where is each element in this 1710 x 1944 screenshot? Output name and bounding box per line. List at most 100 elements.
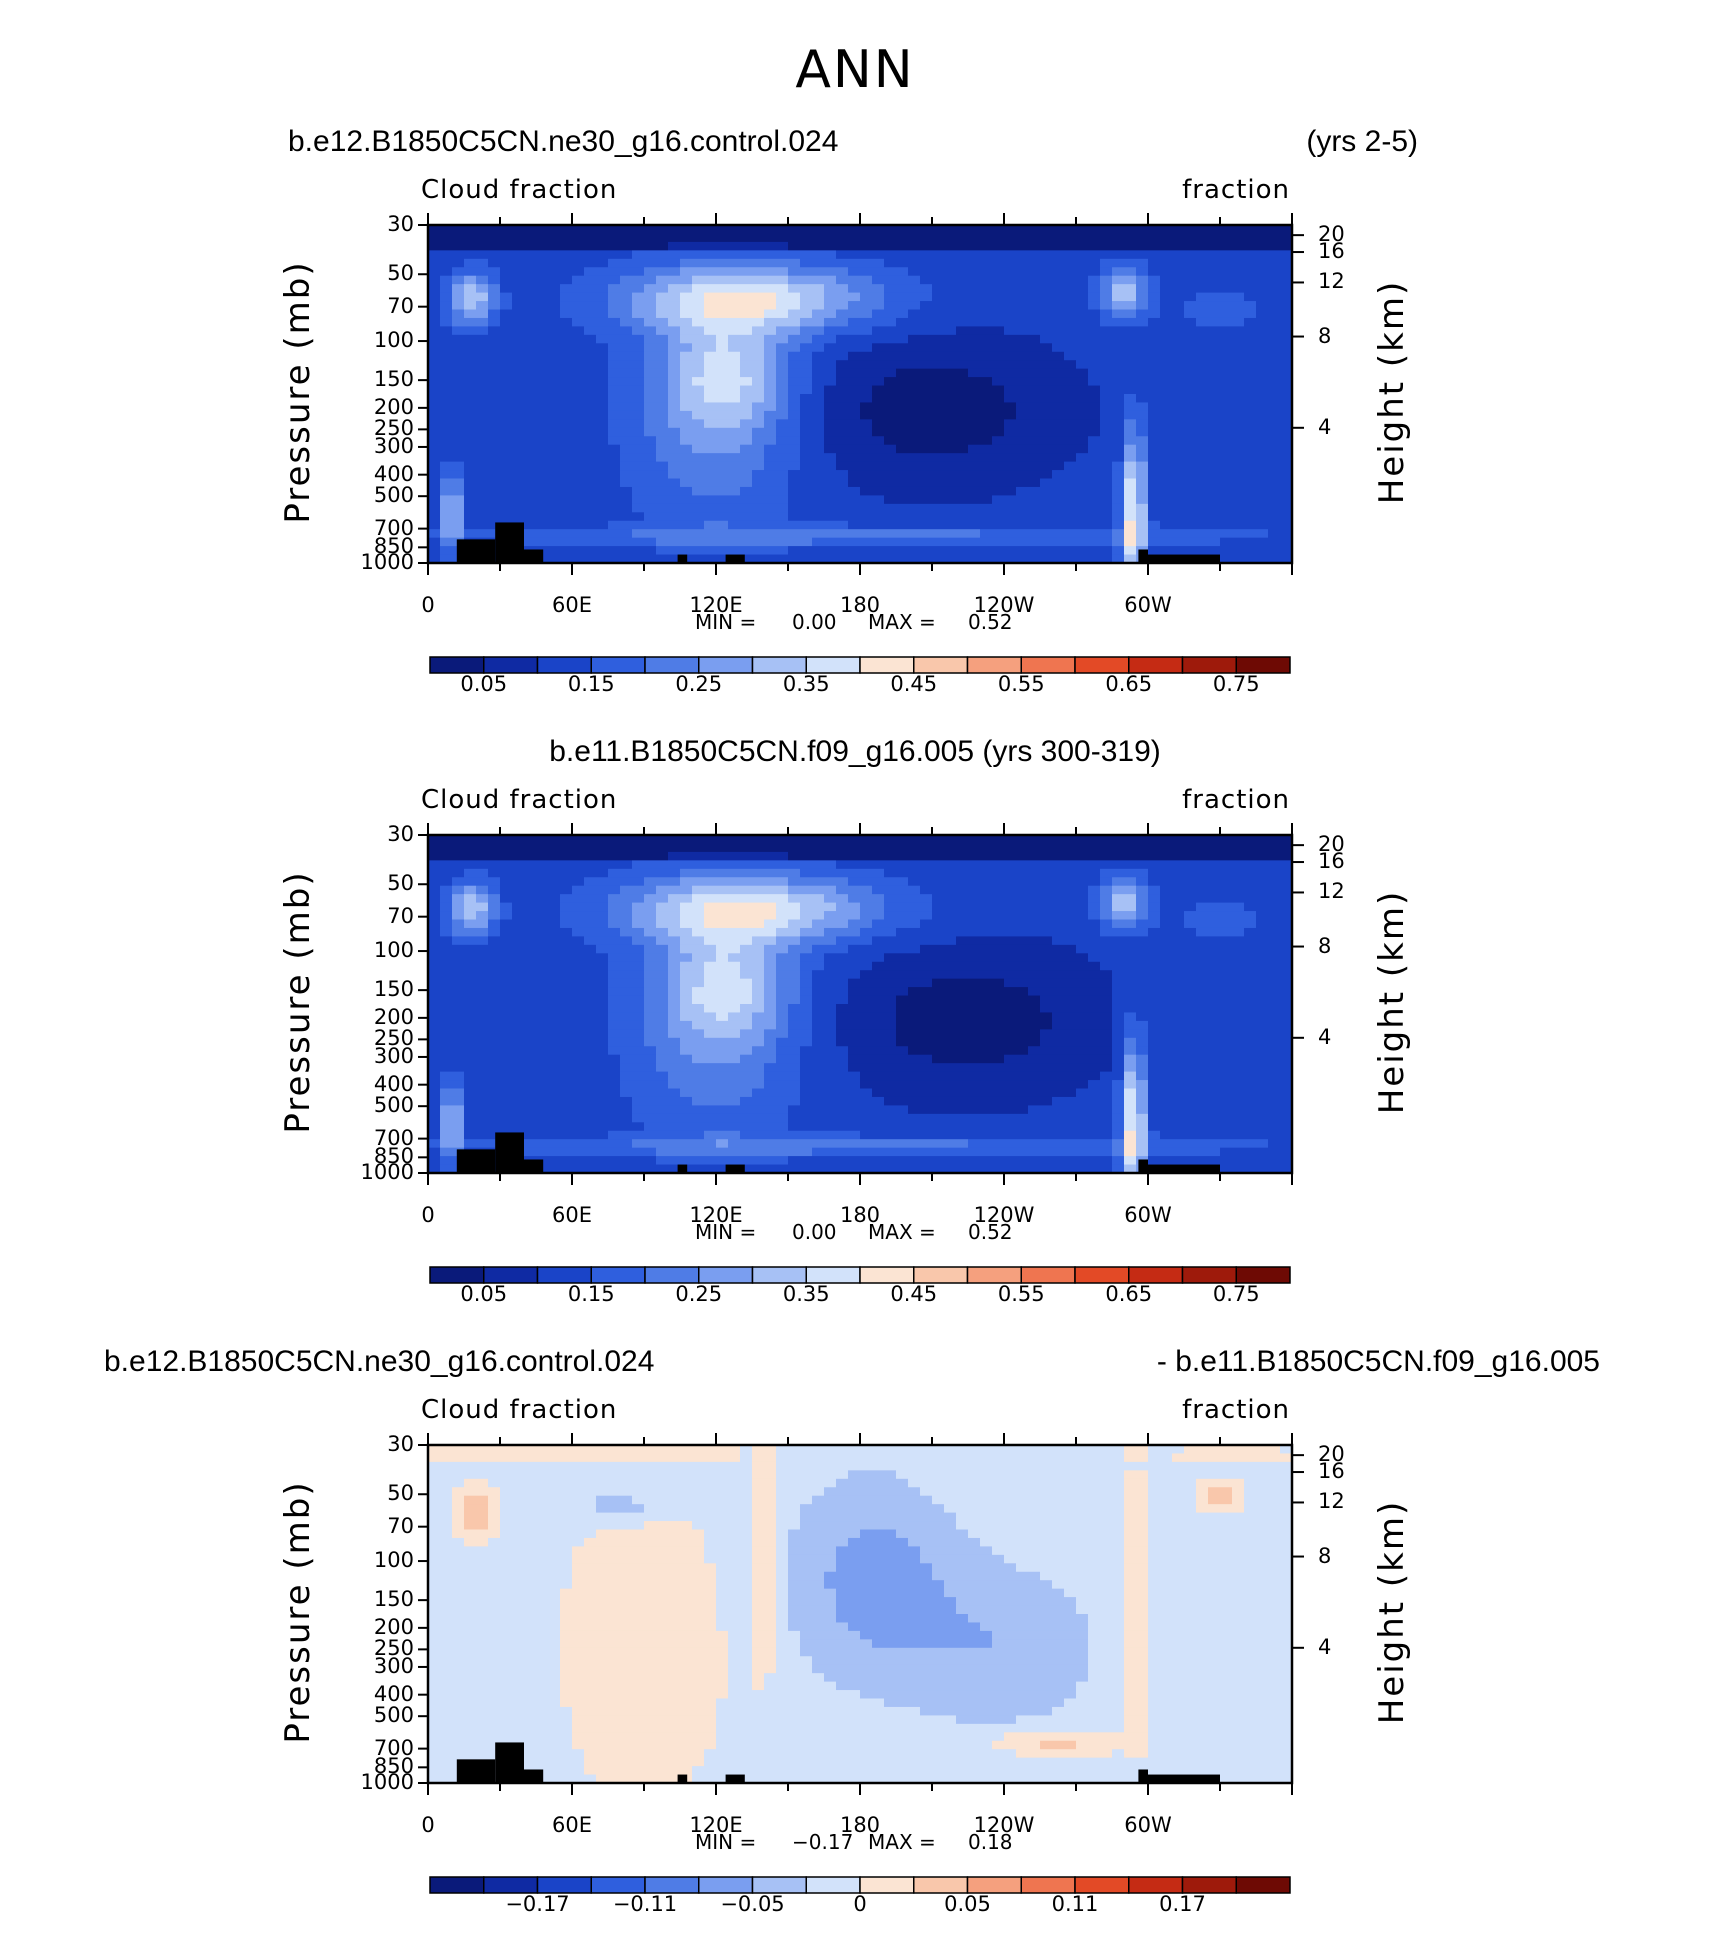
- heatmap-cell: [440, 301, 453, 311]
- heatmap-cell: [740, 334, 753, 344]
- heatmap-cell: [824, 1029, 837, 1039]
- heatmap-cell: [584, 377, 597, 387]
- heatmap-cell: [668, 894, 681, 904]
- heatmap-cell: [956, 351, 969, 361]
- heatmap-cell: [764, 1063, 777, 1073]
- heatmap-cell: [980, 267, 993, 277]
- heatmap-cell: [692, 258, 705, 268]
- heatmap-cell: [440, 529, 453, 539]
- heatmap-cell: [836, 292, 849, 302]
- heatmap-cell: [1016, 267, 1029, 277]
- heatmap-cell: [1172, 503, 1185, 513]
- heatmap-cell: [548, 520, 561, 530]
- heatmap-cell: [896, 258, 909, 268]
- heatmap-cell: [908, 1029, 921, 1039]
- heatmap-cell: [548, 1020, 561, 1030]
- heatmap-cell: [620, 241, 633, 251]
- units-label: fraction: [1182, 1395, 1290, 1425]
- heatmap-cell: [536, 351, 549, 361]
- heatmap-cell: [824, 1020, 837, 1030]
- heatmap-cell: [884, 385, 897, 395]
- heatmap-cell: [884, 258, 897, 268]
- heatmap-cell: [1088, 410, 1101, 420]
- heatmap-cell: [812, 537, 825, 547]
- heatmap-cell: [668, 284, 681, 294]
- heatmap-cell: [428, 360, 441, 370]
- heatmap-cell: [848, 1020, 861, 1030]
- heatmap-cell: [884, 961, 897, 971]
- heatmap-cell: [752, 919, 765, 929]
- heatmap-cell: [1124, 301, 1137, 311]
- heatmap-cell: [1184, 503, 1197, 513]
- heatmap-cell: [848, 233, 861, 243]
- heatmap-cell: [512, 936, 525, 946]
- heatmap-cell: [1124, 292, 1137, 302]
- heatmap-cell: [728, 258, 741, 268]
- heatmap-cell: [488, 461, 501, 471]
- heatmap-cell: [884, 427, 897, 437]
- heatmap-cell: [500, 970, 513, 980]
- heatmap-cell: [560, 927, 573, 937]
- heatmap-cell: [488, 343, 501, 353]
- heatmap-cell: [620, 503, 633, 513]
- heatmap-cell: [440, 1037, 453, 1047]
- heatmap-cell: [440, 334, 453, 344]
- heatmap-cell: [776, 394, 789, 404]
- heatmap-cell: [584, 936, 597, 946]
- heatmap-cell: [884, 394, 897, 404]
- heatmap-cell: [1208, 326, 1221, 336]
- heatmap-cell: [776, 284, 789, 294]
- heatmap-cell: [884, 1147, 897, 1157]
- heatmap-cell: [728, 478, 741, 488]
- heatmap-cell: [1256, 436, 1269, 446]
- heatmap-cell: [716, 233, 729, 243]
- heatmap-cell: [620, 343, 633, 353]
- heatmap-cell: [968, 1012, 981, 1022]
- heatmap-cell: [908, 284, 921, 294]
- heatmap-cell: [980, 343, 993, 353]
- heatmap-cell: [560, 1113, 573, 1123]
- heatmap-cell: [692, 851, 705, 861]
- heatmap-cell: [824, 1105, 837, 1115]
- heatmap-cell: [1160, 267, 1173, 277]
- years-label: (yrs 2-5): [1306, 125, 1418, 158]
- heatmap-cell: [1136, 225, 1149, 235]
- heatmap-cell: [500, 1004, 513, 1014]
- heatmap-cell: [956, 225, 969, 235]
- heatmap-cell: [872, 1020, 885, 1030]
- heatmap-cell: [572, 1029, 585, 1039]
- heatmap-cell: [932, 919, 945, 929]
- heatmap-cell: [932, 512, 945, 522]
- heatmap-cell: [584, 250, 597, 260]
- colorbar-box: [1020, 656, 1076, 674]
- heatmap-cell: [1160, 495, 1173, 505]
- heatmap-cell: [740, 1063, 753, 1073]
- heatmap-cell: [644, 970, 657, 980]
- heatmap-cell: [704, 233, 717, 243]
- heatmap-cell: [428, 944, 441, 954]
- heatmap-cell: [776, 1130, 789, 1140]
- heatmap-cell: [716, 987, 729, 997]
- heatmap-cell: [1016, 317, 1029, 327]
- heatmap-cell: [1004, 351, 1017, 361]
- heatmap-cell: [1064, 309, 1077, 319]
- heatmap-cell: [1016, 309, 1029, 319]
- heatmap-cell: [1148, 368, 1161, 378]
- heatmap-cell: [644, 894, 657, 904]
- heatmap-cell: [668, 1096, 681, 1106]
- y-tick-label-left: 700: [373, 515, 414, 540]
- heatmap-cell: [800, 1130, 813, 1140]
- heatmap-cell: [440, 902, 453, 912]
- heatmap-cell: [932, 1139, 945, 1149]
- heatmap-cell: [728, 936, 741, 946]
- heatmap-cell: [692, 292, 705, 302]
- heatmap-cell: [704, 894, 717, 904]
- heatmap-cell: [608, 1156, 621, 1166]
- heatmap-cell: [548, 1054, 561, 1064]
- heatmap-cell: [1196, 250, 1209, 260]
- heatmap-cell: [596, 360, 609, 370]
- heatmap-cell: [500, 860, 513, 870]
- heatmap-cell: [896, 911, 909, 921]
- heatmap-cell: [908, 486, 921, 496]
- heatmap-cell: [464, 292, 477, 302]
